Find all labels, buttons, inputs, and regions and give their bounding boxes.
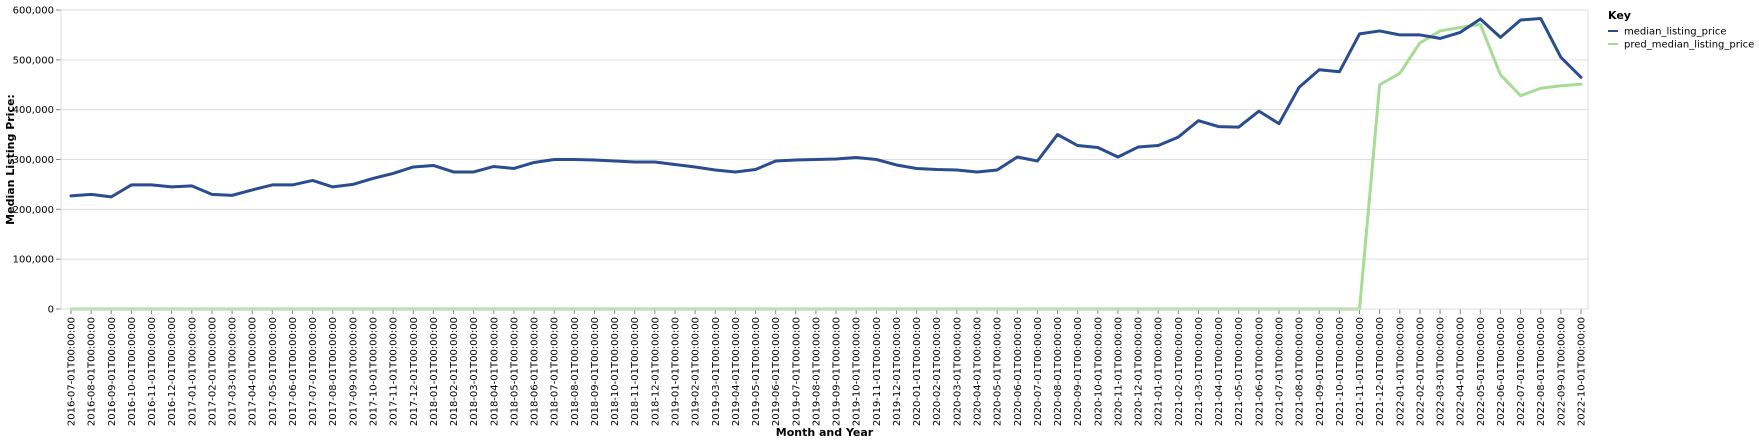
x-tick-label: 2022-03-01T00:00:00 (1436, 317, 1447, 426)
x-tick-label: 2020-11-01T00:00:00 (1113, 317, 1124, 426)
x-axis-title: Month and Year (776, 426, 874, 439)
x-tick-label: 2020-01-01T00:00:00 (912, 317, 923, 426)
x-tick-label: 2018-06-01T00:00:00 (530, 317, 541, 426)
x-tick-label: 2021-01-01T00:00:00 (1154, 317, 1165, 426)
series-lines (69, 16, 1583, 311)
legend-label: median_listing_price (1624, 27, 1727, 38)
x-tick-label: 2020-12-01T00:00:00 (1134, 317, 1145, 426)
x-tick-label: 2017-01-01T00:00:00 (187, 317, 198, 426)
x-tick-label: 2021-02-01T00:00:00 (1174, 317, 1185, 426)
x-tick-label: 2018-08-01T00:00:00 (570, 317, 581, 426)
x-tick-label: 2020-08-01T00:00:00 (1053, 317, 1064, 426)
x-tick-label: 2017-06-01T00:00:00 (288, 317, 299, 426)
x-tick-label: 2018-02-01T00:00:00 (449, 317, 460, 426)
y-axis-title: Median Listing Price: (4, 94, 17, 225)
y-tick-label: 200,000 (13, 205, 54, 216)
y-tick-label: 300,000 (13, 155, 54, 166)
y-tick-label: 400,000 (13, 105, 54, 116)
x-tick-label: 2017-11-01T00:00:00 (389, 317, 400, 426)
x-tick-label: 2021-09-01T00:00:00 (1315, 317, 1326, 426)
x-tick-label: 2018-05-01T00:00:00 (509, 317, 520, 426)
x-tick-label: 2021-08-01T00:00:00 (1295, 317, 1306, 426)
x-tick-label: 2016-09-01T00:00:00 (107, 317, 118, 426)
x-tick-label: 2019-05-01T00:00:00 (751, 317, 762, 426)
x-tick-label: 2017-02-01T00:00:00 (207, 317, 218, 426)
x-tick-label: 2022-10-01T00:00:00 (1577, 317, 1588, 426)
x-tick-label: 2018-07-01T00:00:00 (550, 317, 561, 426)
x-tick-label: 2016-11-01T00:00:00 (147, 317, 158, 426)
x-tick-label: 2022-06-01T00:00:00 (1496, 317, 1507, 426)
x-tick-label: 2022-01-01T00:00:00 (1395, 317, 1406, 426)
x-tick-label: 2020-10-01T00:00:00 (1093, 317, 1104, 426)
x-tick-label: 2018-11-01T00:00:00 (630, 317, 641, 426)
x-tick-label: 2017-07-01T00:00:00 (308, 317, 319, 426)
x-tick-label: 2022-08-01T00:00:00 (1536, 317, 1547, 426)
series-line-pred-median-listing-price (69, 22, 1583, 311)
legend: Key median_listing_price pred_median_list… (1608, 9, 1754, 51)
x-tick-label: 2020-09-01T00:00:00 (1073, 317, 1084, 426)
x-tick-label: 2022-09-01T00:00:00 (1556, 317, 1567, 426)
x-tick-label: 2020-04-01T00:00:00 (973, 317, 984, 426)
y-axis: 0 100,000 200,000 300,000 400,000 500,000 600,… (13, 6, 62, 316)
legend-label: pred_median_listing_price (1624, 40, 1754, 51)
x-tick-label: 2016-08-01T00:00:00 (87, 317, 98, 426)
x-tick-label: 2017-08-01T00:00:00 (328, 317, 339, 426)
x-tick-label: 2019-12-01T00:00:00 (892, 317, 903, 426)
x-tick-label: 2019-06-01T00:00:00 (771, 317, 782, 426)
x-tick-label: 2020-03-01T00:00:00 (952, 317, 963, 426)
x-tick-label: 2021-05-01T00:00:00 (1234, 317, 1245, 426)
x-tick-label: 2017-05-01T00:00:00 (268, 317, 279, 426)
y-tick-label: 500,000 (13, 55, 54, 66)
legend-title: Key (1608, 9, 1631, 22)
plot-frame (60, 9, 1589, 310)
x-tick-label: 2019-03-01T00:00:00 (711, 317, 722, 426)
x-tick-label: 2016-07-01T00:00:00 (67, 317, 78, 426)
y-tick-label: 600,000 (13, 6, 54, 17)
x-tick-label: 2021-04-01T00:00:00 (1214, 317, 1225, 426)
x-tick-label: 2020-05-01T00:00:00 (993, 317, 1004, 426)
x-tick-label: 2019-09-01T00:00:00 (832, 317, 843, 426)
x-tick-label: 2019-01-01T00:00:00 (671, 317, 682, 426)
x-tick-label: 2019-07-01T00:00:00 (791, 317, 802, 426)
x-tick-label: 2019-11-01T00:00:00 (872, 317, 883, 426)
x-tick-label: 2022-04-01T00:00:00 (1456, 317, 1467, 426)
x-tick-label: 2021-07-01T00:00:00 (1275, 317, 1286, 426)
x-tick-label: 2017-12-01T00:00:00 (409, 317, 420, 426)
x-tick-label: 2018-03-01T00:00:00 (469, 317, 480, 426)
x-tick-label: 2017-09-01T00:00:00 (348, 317, 359, 426)
x-tick-label: 2018-04-01T00:00:00 (489, 317, 500, 426)
x-tick-label: 2016-12-01T00:00:00 (167, 317, 178, 426)
x-tick-label: 2021-11-01T00:00:00 (1355, 317, 1366, 426)
x-tick-label: 2019-02-01T00:00:00 (691, 317, 702, 426)
x-tick-label: 2022-07-01T00:00:00 (1516, 317, 1527, 426)
y-tick-label: 100,000 (13, 255, 54, 266)
x-tick-label: 2018-12-01T00:00:00 (650, 317, 661, 426)
x-tick-label: 2018-01-01T00:00:00 (429, 317, 440, 426)
x-tick-label: 2020-06-01T00:00:00 (1013, 317, 1024, 426)
x-tick-label: 2019-10-01T00:00:00 (852, 317, 863, 426)
x-tick-label: 2016-10-01T00:00:00 (127, 317, 138, 426)
x-tick-label: 2017-04-01T00:00:00 (248, 317, 259, 426)
x-tick-label: 2021-03-01T00:00:00 (1194, 317, 1205, 426)
x-tick-label: 2017-03-01T00:00:00 (228, 317, 239, 426)
x-tick-label: 2017-10-01T00:00:00 (369, 317, 380, 426)
y-tick-label: 0 (48, 305, 54, 316)
x-tick-label: 2022-05-01T00:00:00 (1476, 317, 1487, 426)
x-tick-label: 2021-06-01T00:00:00 (1254, 317, 1265, 426)
x-tick-label: 2019-08-01T00:00:00 (811, 317, 822, 426)
x-tick-label: 2019-04-01T00:00:00 (731, 317, 742, 426)
x-tick-label: 2022-02-01T00:00:00 (1415, 317, 1426, 426)
x-tick-label: 2018-10-01T00:00:00 (610, 317, 621, 426)
x-tick-label: 2021-12-01T00:00:00 (1375, 317, 1386, 426)
x-tick-label: 2021-10-01T00:00:00 (1335, 317, 1346, 426)
x-tick-label: 2020-02-01T00:00:00 (932, 317, 943, 426)
series-line-median-listing-price (69, 16, 1583, 199)
x-tick-label: 2020-07-01T00:00:00 (1033, 317, 1044, 426)
x-axis: 2016-07-01T00:00:00 2016-08-01T00:00:00 20… (61, 308, 1588, 426)
x-tick-label: 2018-09-01T00:00:00 (590, 317, 601, 426)
